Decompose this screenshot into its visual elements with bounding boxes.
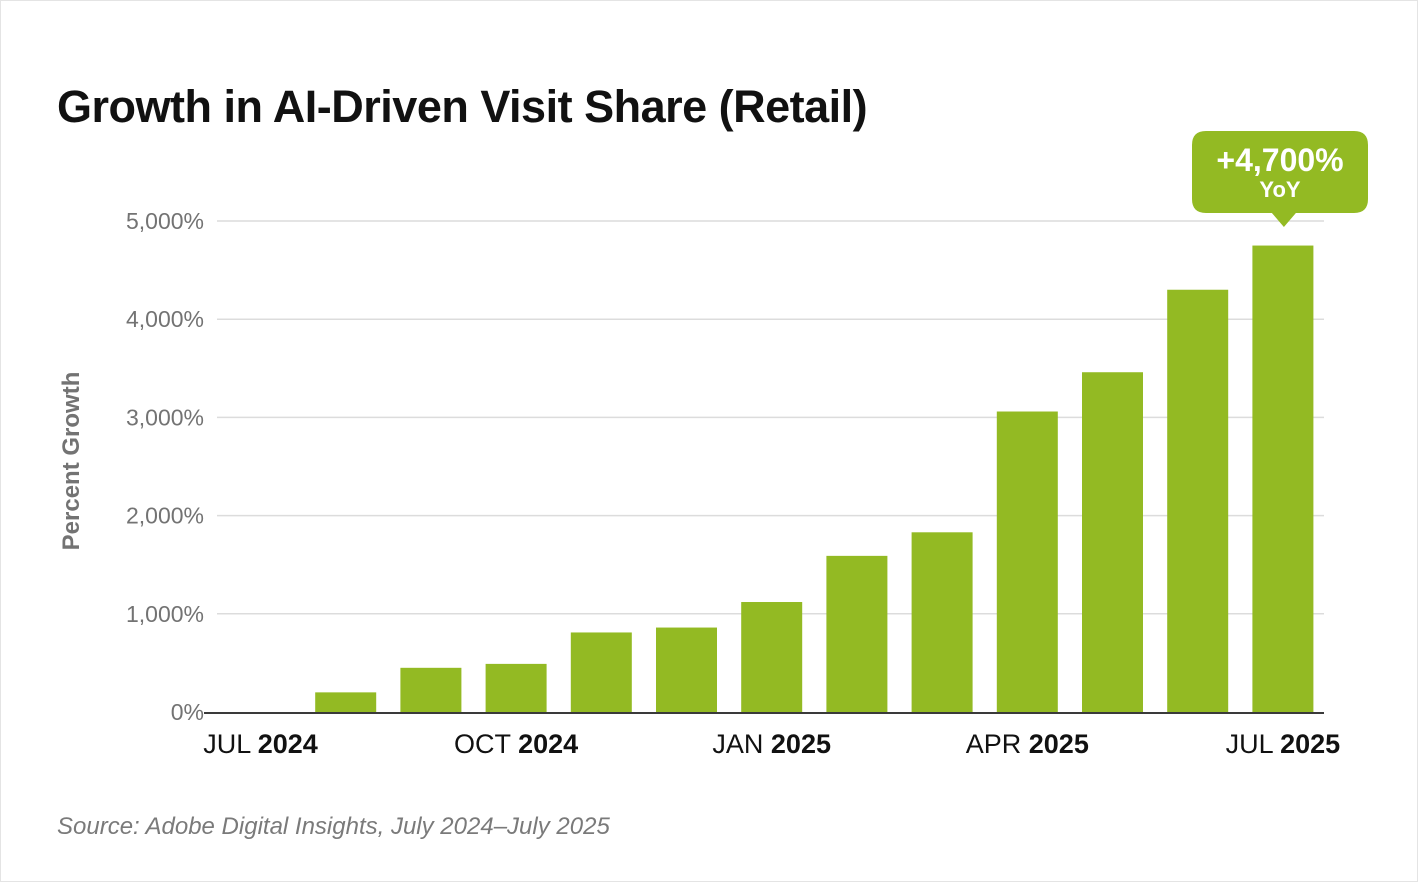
y-axis-label: Percent Growth [58,372,85,551]
bars [315,245,1314,713]
y-tick-label: 1,000% [126,601,204,627]
y-tick-label: 5,000% [126,208,204,234]
x-tick-label: OCT 2024 [454,729,578,759]
chart-title: Growth in AI-Driven Visit Share (Retail) [57,81,868,132]
bar [826,555,888,712]
y-tick-label: 0% [171,699,204,725]
y-tick-labels: 0% 1,000% 2,000% 3,000% 4,000% 5,000% [126,208,204,725]
bar [996,411,1058,712]
y-tick-label: 3,000% [126,404,204,430]
y-tick-label: 4,000% [126,306,204,332]
bar [911,532,973,712]
bar [1252,245,1314,713]
source-note: Source: Adobe Digital Insights, July 202… [57,813,610,840]
bar [1167,289,1229,712]
bar [400,667,462,712]
y-tick-label: 2,000% [126,503,204,529]
bar [1082,372,1143,712]
bar [485,663,547,712]
yoy-callout: +4,700% YoY [1192,131,1368,227]
bar [315,692,377,712]
callout-value: +4,700% [1216,142,1343,178]
x-tick-labels: JUL 2024 OCT 2024 JAN 2025 APR 2025 JUL 2025 [203,729,1340,759]
x-tick-label: JAN 2025 [712,729,831,759]
bar [570,632,632,712]
callout-bubble [1192,131,1368,227]
x-tick-label: APR 2025 [966,729,1089,759]
bar [656,627,717,712]
bar [741,602,803,712]
x-tick-label: JUL 2025 [1226,729,1341,759]
callout-subtext: YoY [1259,177,1300,202]
gridlines [217,220,1324,615]
x-tick-label: JUL 2024 [203,729,318,759]
